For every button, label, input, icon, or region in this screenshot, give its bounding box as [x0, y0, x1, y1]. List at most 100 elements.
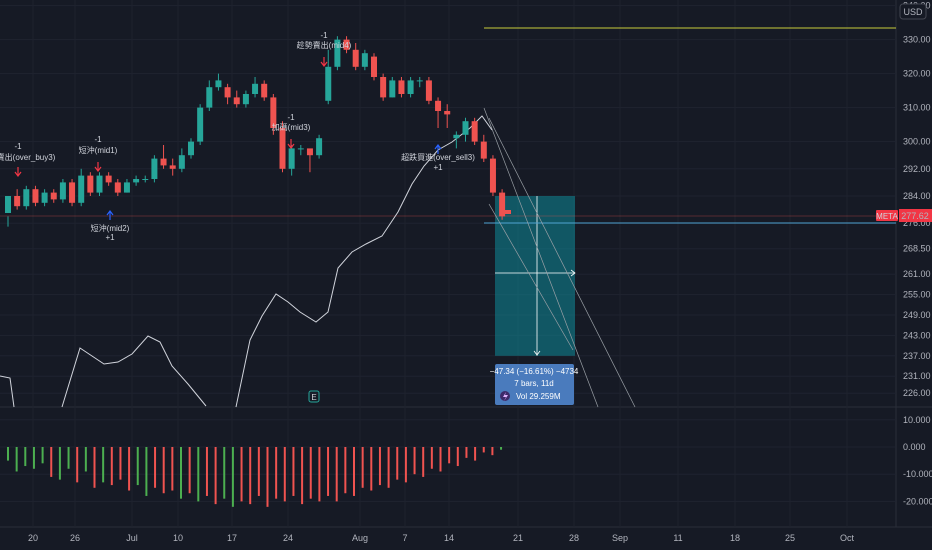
- candle: [242, 90, 249, 108]
- price-axis: 340.00330.00320.00310.00300.00292.00284.…: [903, 1, 931, 399]
- candle: [316, 134, 323, 159]
- candle: [425, 77, 432, 105]
- candle-body: [14, 196, 21, 207]
- candle: [380, 73, 387, 101]
- candle-body: [197, 107, 204, 142]
- time-tick-label: 7: [402, 533, 407, 543]
- candle: [462, 117, 469, 142]
- candle-body: [96, 175, 103, 193]
- signal-arrowhead: [94, 166, 102, 172]
- time-tick-label: 10: [173, 533, 183, 543]
- osc-tick-label: 0.000: [903, 442, 926, 452]
- time-axis: 20 26 Jul 10 17 24 Aug 7 14 21 28 Sep 11 18 25 Oct: [28, 533, 855, 543]
- candle: [480, 134, 487, 162]
- price-tick-label: 292.00: [903, 164, 931, 174]
- candle-body: [188, 141, 194, 156]
- signal-arrowhead: [287, 143, 295, 149]
- time-tick-label: Oct: [840, 533, 855, 543]
- candle-body: [334, 39, 341, 67]
- candle-body: [87, 175, 94, 193]
- candle: [270, 94, 277, 135]
- candle: [224, 83, 231, 105]
- candle-body: [261, 83, 268, 98]
- candle-body: [215, 80, 222, 88]
- earnings-icon: [308, 390, 320, 403]
- price-tag-label: 277.62: [901, 211, 929, 221]
- trend-line-1: [483, 107, 599, 408]
- candle: [306, 148, 313, 173]
- candle: [435, 97, 442, 128]
- candle: [32, 185, 39, 207]
- price-tick-label: 310.00: [903, 103, 931, 113]
- candle-body: [279, 128, 286, 169]
- position-info-box: [495, 364, 574, 405]
- short-position-tool[interactable]: −47.34 (−16.61%) −4734 7 bars, 11d Vol 29.…: [490, 196, 579, 405]
- candle-body: [371, 56, 377, 77]
- time-tick-label: 25: [785, 533, 795, 543]
- candle: [279, 121, 286, 173]
- candle: [133, 175, 140, 186]
- candle: [151, 155, 158, 183]
- candle-body: [242, 94, 249, 105]
- signal-arrowhead: [106, 210, 114, 216]
- price-tick-label: 226.00: [903, 388, 931, 398]
- candle: [343, 36, 350, 54]
- candle-body: [59, 182, 66, 200]
- osc-tick-label: -10.000: [903, 469, 932, 479]
- time-tick-label: 20: [28, 533, 38, 543]
- signal-count: -1: [94, 135, 102, 144]
- candle: [444, 104, 451, 128]
- candle: [169, 158, 176, 176]
- candle: [123, 179, 130, 193]
- candle-body: [398, 80, 405, 94]
- signal-count: +1: [105, 233, 115, 242]
- price-tick-label: 276.00: [903, 218, 931, 228]
- position-change-label: −47.34 (−16.61%) −4734: [490, 367, 579, 376]
- signal-count: +1: [433, 163, 443, 172]
- currency-button: [899, 3, 927, 20]
- candle: [261, 80, 268, 101]
- signals: -1超買賣出(over_buy3)-1短沖(mid1)+1短沖(mid2)-1加…: [0, 31, 475, 403]
- candle-body: [503, 210, 511, 214]
- signal-label: 短沖(mid2): [91, 223, 130, 233]
- candle-body: [114, 182, 121, 193]
- candle: [297, 145, 304, 156]
- price-tick-label: 243.00: [903, 330, 931, 340]
- candle-body: [78, 175, 85, 203]
- price-tick-label: 320.00: [903, 69, 931, 79]
- candle: [41, 189, 48, 207]
- time-tick-label: 18: [730, 533, 740, 543]
- signal-count: -1: [287, 113, 295, 122]
- candle-body: [343, 39, 350, 50]
- candle: [14, 189, 21, 210]
- price-tick-label: 261.00: [903, 269, 931, 279]
- candle-body: [306, 148, 313, 156]
- candle-body: [389, 80, 396, 98]
- candle: [96, 172, 103, 196]
- signal-label: 趁勢賣出(mid4): [297, 40, 352, 50]
- price-tick-label: 284.00: [903, 191, 931, 201]
- trend-line-2: [488, 117, 636, 408]
- candle-body: [224, 87, 231, 98]
- candle: [78, 168, 85, 207]
- candle-body: [151, 158, 158, 179]
- arrow-right-icon: [570, 269, 576, 277]
- candle: [105, 172, 112, 186]
- candle-body: [297, 148, 304, 150]
- signal-count: -1: [14, 142, 22, 151]
- candle-body: [489, 158, 496, 193]
- candle-body: [142, 179, 149, 180]
- signal-label: 短沖(mid1): [79, 145, 118, 155]
- candle-body: [133, 179, 140, 183]
- time-tick-label: Aug: [352, 533, 368, 543]
- time-tick-label: Sep: [612, 533, 628, 543]
- candle-body: [123, 182, 130, 193]
- price-tick-label: 231.00: [903, 371, 931, 381]
- candle: [288, 145, 295, 176]
- candle: [325, 49, 332, 105]
- candle-body: [361, 53, 368, 67]
- candle-body: [206, 87, 213, 108]
- candle-body: [480, 141, 487, 159]
- candle-body: [252, 83, 259, 94]
